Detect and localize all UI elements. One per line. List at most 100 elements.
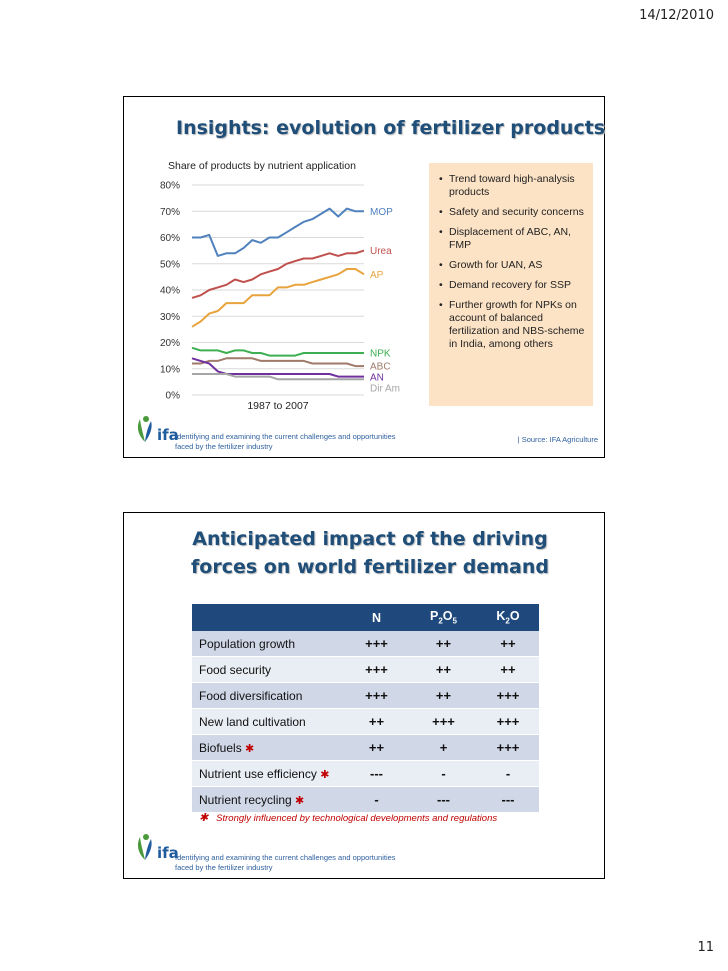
bullet-item: Safety and security concerns — [439, 206, 587, 219]
series-line-urea — [191, 249, 365, 299]
series-label: AN — [370, 373, 384, 384]
bullet-item: Growth for UAN, AS — [439, 259, 587, 272]
table-row: New land cultivation ++ +++ +++ — [192, 708, 539, 735]
line-chart: Share of products by nutrient applicatio… — [160, 160, 400, 412]
row-label-text: Biofuels — [199, 740, 242, 755]
insights-bullet-box: Trend toward high-analysis products Safe… — [429, 163, 593, 406]
table-row: Biofuels ✱ ++ + +++ — [192, 734, 539, 761]
cell-p: ++ — [410, 682, 477, 709]
slide-title: Insights: evolution of fertilizer produc… — [176, 117, 606, 139]
table-row: Nutrient recycling ✱ - --- --- — [192, 786, 539, 813]
y-tick-label: 10% — [160, 364, 180, 375]
row-label: Nutrient use efficiency ✱ — [192, 760, 343, 787]
cell-n: +++ — [343, 682, 410, 709]
row-label: Population growth — [192, 631, 343, 657]
slide-footer: Identifying and examining the current ch… — [175, 432, 396, 452]
y-tick-label: 60% — [160, 233, 180, 244]
bullet-item: Trend toward high-analysis products — [439, 173, 587, 199]
y-tick-label: 20% — [160, 338, 180, 349]
cell-n: - — [343, 786, 410, 813]
cell-n: +++ — [343, 631, 410, 657]
y-tick-label: 40% — [160, 286, 180, 297]
row-label-text: Population growth — [199, 636, 296, 651]
header-blank — [192, 604, 343, 631]
table-row: Food security +++ ++ ++ — [192, 656, 539, 683]
k-subscript: 2 — [505, 616, 510, 626]
series-line-dir-am — [192, 373, 364, 381]
y-tick-label: 80% — [160, 181, 180, 192]
row-label: Nutrient recycling ✱ — [192, 786, 343, 813]
cell-k: +++ — [477, 708, 539, 735]
bullet-item: Demand recovery for SSP — [439, 279, 587, 292]
series-line-an — [191, 357, 364, 378]
y-tick-label: 30% — [160, 312, 180, 323]
logo-text: ifa — [157, 426, 179, 444]
cell-k: +++ — [477, 734, 539, 761]
column-header-p2o5: P2O5 — [410, 604, 477, 631]
ifa-leaf-icon — [137, 416, 152, 442]
series-label: Dir Am — [370, 384, 400, 395]
cell-p: + — [410, 734, 477, 761]
y-tick-label: 50% — [160, 259, 180, 270]
header-date: 14/12/2010 — [639, 8, 714, 23]
series-label: AP — [370, 270, 384, 281]
y-tick-label: 0% — [166, 391, 181, 402]
cell-k: +++ — [477, 682, 539, 709]
star-icon: ✱ — [320, 768, 330, 781]
series-label: NPK — [370, 349, 391, 360]
x-axis-label: 1987 to 2007 — [247, 400, 308, 412]
row-label-text: New land cultivation — [199, 714, 306, 729]
series-label: ABC — [370, 362, 391, 373]
star-icon: ✱ — [199, 812, 209, 824]
cell-k: ++ — [477, 656, 539, 683]
p-subscript: 2 — [438, 616, 443, 626]
row-label-text: Nutrient use efficiency — [199, 766, 317, 781]
row-label-text: Nutrient recycling — [199, 792, 292, 807]
slide-title: Anticipated impact of the driving forces… — [191, 528, 549, 578]
slide-footer: Identifying and examining the current ch… — [175, 853, 396, 873]
cell-n: --- — [343, 760, 410, 787]
footnote-text: Strongly influenced by technological dev… — [216, 813, 498, 824]
column-header-k2o: K2O — [477, 604, 539, 631]
slide-anticipated-impact: Anticipated impact of the driving forces… — [123, 512, 605, 879]
cell-p: --- — [410, 786, 477, 813]
ifa-leaf-icon — [137, 834, 152, 860]
series-label: MOP — [370, 207, 393, 218]
cell-p: - — [410, 760, 477, 787]
cell-p: ++ — [410, 631, 477, 657]
cell-n: +++ — [343, 656, 410, 683]
star-icon: ✱ — [245, 742, 255, 755]
footer-line: Identifying and examining the current ch… — [175, 432, 396, 441]
source-note: | Source: IFA Agriculture — [517, 435, 598, 444]
footnote: ✱ Strongly influenced by technological d… — [199, 811, 497, 824]
star-icon: ✱ — [295, 794, 305, 807]
impact-table: N P2O5 K2O Population growth +++ ++ ++ F… — [192, 604, 539, 813]
row-label: Biofuels ✱ — [192, 734, 343, 761]
slide-fertilizer-products: Insights: evolution of fertilizer produc… — [123, 96, 605, 458]
logo-text: ifa — [157, 844, 179, 862]
series-line-ap — [191, 268, 365, 328]
p-symbol: P — [430, 609, 439, 624]
series-line-npk — [191, 346, 364, 357]
footer-line: Identifying and examining the current ch… — [175, 853, 396, 862]
chart-title: Share of products by nutrient applicatio… — [168, 160, 356, 172]
cell-p: ++ — [410, 656, 477, 683]
table-header-row: N P2O5 K2O — [192, 604, 539, 631]
k-o-symbol: O — [509, 609, 520, 624]
bullet-item: Displacement of ABC, AN, FMP — [439, 226, 587, 252]
table-row: Food diversification +++ ++ +++ — [192, 682, 539, 709]
row-label: New land cultivation — [192, 708, 343, 735]
cell-k: - — [477, 760, 539, 787]
page-number: 11 — [697, 940, 714, 955]
table-row: Nutrient use efficiency ✱ --- - - — [192, 760, 539, 787]
series-line-abc — [192, 357, 364, 368]
table-row: Population growth +++ ++ ++ — [192, 631, 539, 657]
series-line-mop — [192, 207, 364, 257]
series-label: Urea — [370, 246, 392, 257]
ifa-logo: ifa — [134, 833, 179, 861]
row-label: Food security — [192, 656, 343, 683]
row-label-text: Food diversification — [199, 688, 303, 703]
o-symbol: O — [442, 609, 453, 624]
footer-line: faced by the fertilizer industry — [175, 442, 273, 451]
o-subscript: 5 — [452, 616, 457, 626]
